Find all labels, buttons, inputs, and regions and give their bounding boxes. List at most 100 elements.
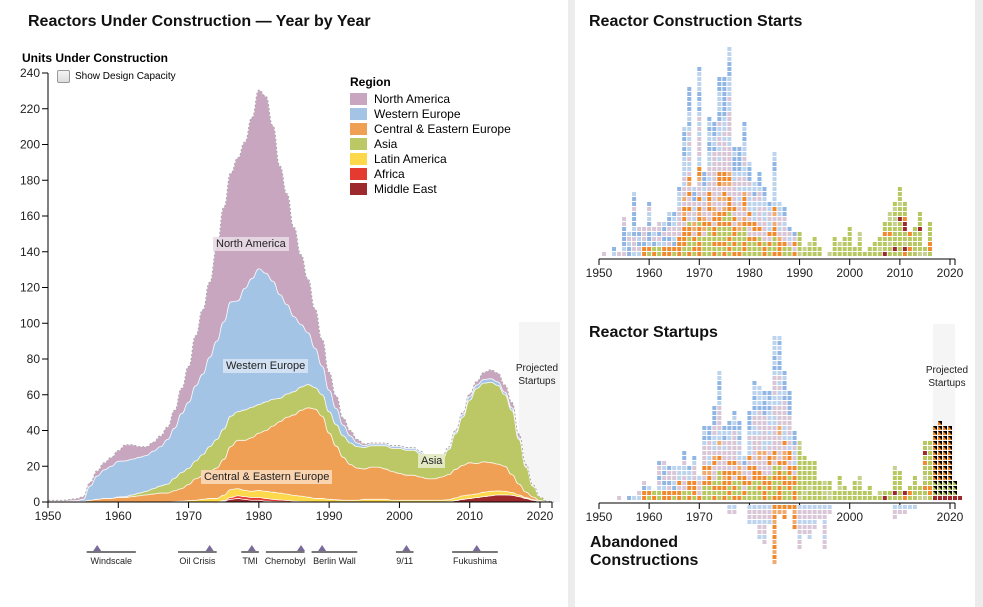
- reactor-square[interactable]: [912, 491, 917, 495]
- reactor-square[interactable]: [667, 486, 672, 490]
- reactor-square[interactable]: [672, 496, 677, 500]
- reactor-square[interactable]: [717, 217, 722, 221]
- reactor-square[interactable]: [687, 177, 692, 181]
- reactor-square[interactable]: [807, 481, 812, 485]
- reactor-square[interactable]: [897, 242, 902, 246]
- reactor-square[interactable]: [782, 466, 787, 470]
- reactor-square[interactable]: [722, 471, 727, 475]
- reactor-square[interactable]: [892, 207, 897, 211]
- reactor-square[interactable]: [737, 486, 742, 490]
- reactor-square[interactable]: [722, 162, 727, 166]
- reactor-square[interactable]: [747, 411, 752, 415]
- reactor-square[interactable]: [887, 242, 892, 246]
- reactor-square[interactable]: [802, 496, 807, 500]
- reactor-square[interactable]: [712, 172, 717, 176]
- reactor-square[interactable]: [697, 242, 702, 246]
- reactor-square[interactable]: [777, 381, 782, 385]
- reactor-square[interactable]: [702, 496, 707, 500]
- reactor-square[interactable]: [762, 401, 767, 405]
- reactor-square[interactable]: [797, 481, 802, 485]
- reactor-square[interactable]: [737, 476, 742, 480]
- reactor-square[interactable]: [802, 530, 807, 534]
- reactor-square[interactable]: [912, 242, 917, 246]
- reactor-square[interactable]: [702, 446, 707, 450]
- reactor-square[interactable]: [857, 476, 862, 480]
- reactor-square[interactable]: [767, 486, 772, 490]
- reactor-square[interactable]: [682, 127, 687, 131]
- reactor-square[interactable]: [772, 461, 777, 465]
- reactor-square[interactable]: [812, 520, 817, 524]
- reactor-square[interactable]: [902, 212, 907, 216]
- reactor-square[interactable]: [772, 396, 777, 400]
- reactor-square[interactable]: [787, 441, 792, 445]
- reactor-square[interactable]: [827, 481, 832, 485]
- reactor-square[interactable]: [777, 376, 782, 380]
- reactor-square[interactable]: [707, 247, 712, 251]
- reactor-square[interactable]: [777, 411, 782, 415]
- reactor-square[interactable]: [752, 476, 757, 480]
- reactor-square[interactable]: [652, 227, 657, 231]
- reactor-square[interactable]: [697, 107, 702, 111]
- reactor-square[interactable]: [717, 252, 722, 256]
- reactor-square[interactable]: [792, 461, 797, 465]
- reactor-square[interactable]: [737, 147, 742, 151]
- reactor-square[interactable]: [767, 441, 772, 445]
- reactor-square[interactable]: [762, 411, 767, 415]
- reactor-square[interactable]: [782, 242, 787, 246]
- reactor-square[interactable]: [742, 192, 747, 196]
- reactor-square[interactable]: [837, 247, 842, 251]
- reactor-square[interactable]: [747, 431, 752, 435]
- reactor-square[interactable]: [687, 127, 692, 131]
- reactor-square[interactable]: [682, 476, 687, 480]
- reactor-square[interactable]: [682, 242, 687, 246]
- reactor-square[interactable]: [617, 252, 622, 256]
- reactor-square[interactable]: [757, 192, 762, 196]
- reactor-square[interactable]: [667, 242, 672, 246]
- reactor-square[interactable]: [832, 496, 837, 500]
- legend-item-asia[interactable]: Asia: [350, 136, 511, 151]
- reactor-square[interactable]: [702, 436, 707, 440]
- reactor-square[interactable]: [807, 496, 812, 500]
- reactor-square[interactable]: [697, 197, 702, 201]
- reactor-square[interactable]: [752, 461, 757, 465]
- reactor-square[interactable]: [812, 242, 817, 246]
- reactor-square[interactable]: [757, 406, 762, 410]
- reactor-square[interactable]: [657, 471, 662, 475]
- reactor-square[interactable]: [727, 227, 732, 231]
- reactor-square[interactable]: [797, 247, 802, 251]
- reactor-square[interactable]: [702, 177, 707, 181]
- reactor-square[interactable]: [642, 227, 647, 231]
- reactor-square[interactable]: [652, 252, 657, 256]
- legend-item-africa[interactable]: Africa: [350, 166, 511, 181]
- reactor-square[interactable]: [667, 212, 672, 216]
- reactor-square[interactable]: [927, 222, 932, 226]
- reactor-square[interactable]: [727, 182, 732, 186]
- reactor-square[interactable]: [792, 525, 797, 529]
- reactor-square[interactable]: [682, 247, 687, 251]
- reactor-square[interactable]: [732, 481, 737, 485]
- reactor-square[interactable]: [727, 431, 732, 435]
- reactor-square[interactable]: [917, 222, 922, 226]
- reactor-square[interactable]: [707, 441, 712, 445]
- reactor-square[interactable]: [772, 356, 777, 360]
- reactor-square[interactable]: [707, 172, 712, 176]
- reactor-square[interactable]: [712, 466, 717, 470]
- reactor-square[interactable]: [752, 496, 757, 500]
- reactor-square[interactable]: [742, 162, 747, 166]
- reactor-square[interactable]: [812, 481, 817, 485]
- reactor-square[interactable]: [747, 446, 752, 450]
- reactor-square[interactable]: [762, 535, 767, 539]
- reactor-square[interactable]: [732, 172, 737, 176]
- reactor-square[interactable]: [697, 481, 702, 485]
- reactor-square[interactable]: [787, 476, 792, 480]
- reactor-square[interactable]: [922, 471, 927, 475]
- reactor-square[interactable]: [752, 207, 757, 211]
- legend-item-middle-east[interactable]: Middle East: [350, 181, 511, 196]
- reactor-square[interactable]: [757, 535, 762, 539]
- reactor-square[interactable]: [712, 406, 717, 410]
- reactor-square[interactable]: [682, 177, 687, 181]
- reactor-square[interactable]: [672, 471, 677, 475]
- reactor-square[interactable]: [832, 247, 837, 251]
- reactor-square[interactable]: [762, 406, 767, 410]
- reactor-square[interactable]: [677, 491, 682, 495]
